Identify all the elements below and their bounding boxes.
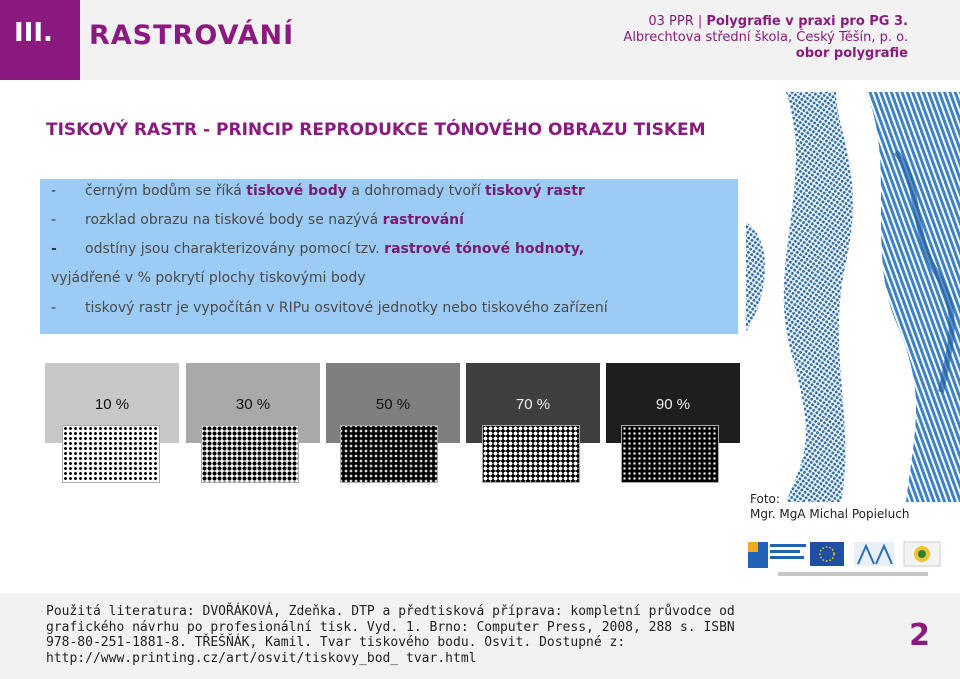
bullet-1: - černým bodům se říká tiskové body a doh… — [51, 183, 585, 199]
course-line: 03 PPR | Polygrafie v praxi pro PG 3. — [623, 14, 908, 30]
bullet-2: - rozklad obrazu na tiskové body se nazýv… — [51, 212, 464, 228]
swatch-label: 10 % — [94, 396, 130, 413]
halftone-sample-30 — [201, 425, 299, 483]
footer-bar — [0, 593, 960, 679]
course-info: 03 PPR | Polygrafie v praxi pro PG 3. Al… — [623, 14, 908, 62]
literature-citation: Použitá literatura: DVOŘÁKOVÁ, Zdeňka. D… — [46, 604, 735, 666]
keyword: rastrové tónové hodnoty, — [384, 241, 585, 257]
halftone-sample-70 — [482, 425, 580, 483]
logos-svg — [748, 541, 941, 576]
slide-subtitle: TISKOVÝ RASTR - PRINCIP REPRODUKCE TÓNOV… — [46, 120, 706, 140]
halftone-sample-10 — [62, 425, 160, 483]
eu-flag-logo — [810, 542, 844, 566]
photo-credit-label: Foto: — [750, 492, 780, 506]
logo-caption-bar — [778, 572, 928, 576]
keyword: tiskové body — [246, 183, 347, 199]
halftone-photo-art — [746, 92, 960, 502]
swatch-label: 50 % — [375, 396, 411, 413]
swatch-label: 70 % — [515, 396, 551, 413]
section-number: III. — [0, 0, 80, 80]
op-logo — [903, 541, 941, 567]
halftone-photo — [746, 92, 960, 502]
keyword: tiskový rastr — [485, 183, 585, 199]
esf-logo — [748, 542, 806, 568]
school-name: Albrechtova střední škola, Český Těšín, … — [623, 30, 908, 45]
halftone-sample-90 — [621, 425, 719, 483]
bullet-box: - černým bodům se říká tiskové body a doh… — [40, 179, 738, 334]
page-number: 2 — [909, 618, 930, 653]
msmt-logo — [854, 542, 894, 566]
swatch-label: 90 % — [655, 396, 691, 413]
bullet-3: - odstíny jsou charakterizovány pomocí tz… — [51, 241, 585, 257]
photo-credit: Foto: Mgr. MgA Michal Popieluch — [750, 492, 909, 522]
photo-credit-author: Mgr. MgA Michal Popieluch — [750, 507, 910, 521]
halftone-sample-50 — [340, 425, 438, 483]
program-name: obor polygrafie — [795, 46, 908, 61]
course-name: Polygrafie v praxi pro PG 3. — [706, 14, 908, 29]
eu-logo-strip — [748, 538, 944, 580]
swatch-label: 30 % — [235, 396, 271, 413]
section-title: RASTROVÁNÍ — [89, 20, 295, 51]
bullet-4: - tiskový rastr je vypočítán v RIPu osvit… — [51, 300, 608, 316]
course-prefix: 03 PPR | — [648, 14, 707, 29]
keyword: rastrování — [382, 212, 464, 228]
bullet-3-continuation: vyjádřené v % pokrytí plochy tiskovými b… — [51, 270, 366, 286]
header-bar: III. RASTROVÁNÍ 03 PPR | Polygrafie v pr… — [0, 0, 960, 80]
